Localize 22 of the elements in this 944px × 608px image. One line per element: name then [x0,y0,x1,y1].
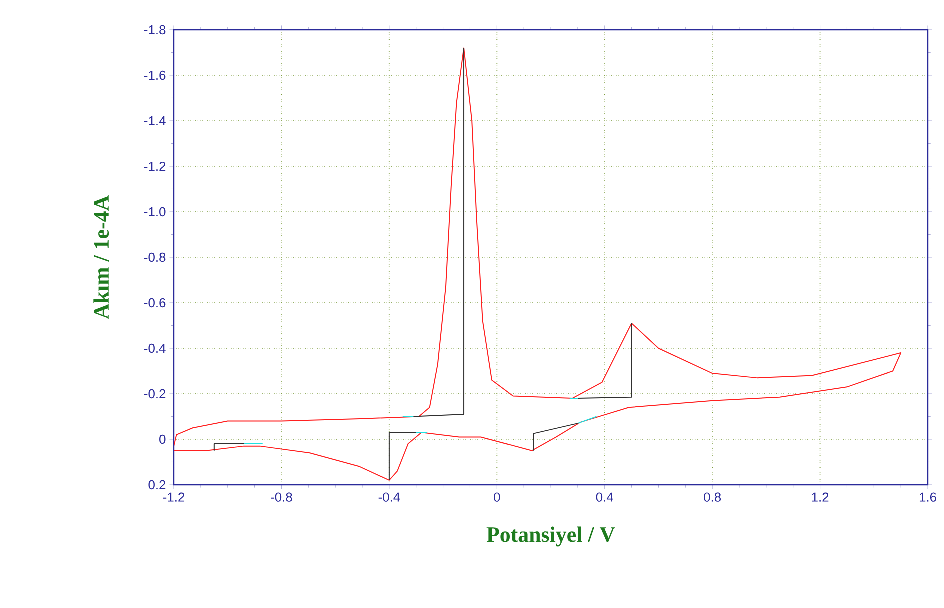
y-tick-label: -1.0 [144,207,166,217]
x-tick-label: -0.4 [378,492,400,502]
x-axis-title: Potansiyel / V [486,526,616,547]
x-tick-label: 0.4 [596,492,614,502]
y-tick-label: -0.8 [144,252,166,262]
x-tick-label: -0.8 [271,492,292,502]
x-tick-label: 0.8 [704,492,722,502]
y-tick-label: -1.4 [144,116,166,126]
y-tick-label: -0.6 [144,298,166,308]
x-tick-label: -1.2 [163,492,185,502]
y-tick-label: -1.6 [144,70,166,80]
x-tick-label: 0 [494,492,500,502]
y-tick-label: -1.8 [144,25,166,35]
y-tick-label: 0 [160,434,166,444]
x-tick-label: 1.6 [920,492,936,502]
y-tick-label: -0.2 [144,389,166,399]
y-tick-label: 0.2 [148,480,166,490]
x-tick-label: 1.2 [812,492,829,502]
y-axis-title: Akım / 1e-4A [94,196,110,320]
line-series [174,48,902,481]
y-tick-label: -1.2 [144,162,166,172]
y-tick-label: -0.4 [144,344,166,354]
